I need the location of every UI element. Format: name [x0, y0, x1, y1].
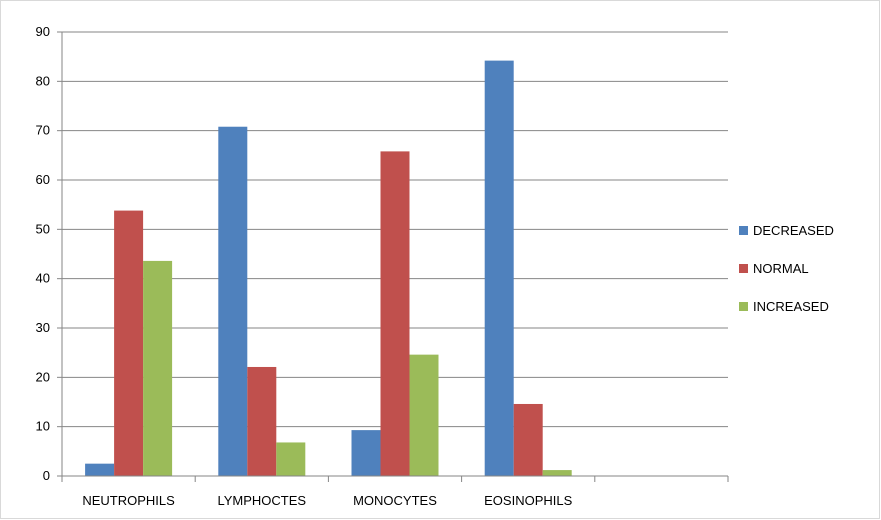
- y-tick-label: 80: [36, 73, 50, 88]
- bar-decreased-1: [218, 127, 247, 476]
- y-tick-label: 20: [36, 369, 50, 384]
- bar-normal-0: [114, 211, 143, 476]
- bars: [85, 61, 572, 476]
- legend-swatch-increased: [739, 302, 748, 311]
- x-category-label: NEUTROPHILS: [82, 493, 175, 508]
- y-tick-label: 0: [43, 468, 50, 483]
- bar-normal-1: [247, 367, 276, 476]
- legend-swatch-decreased: [739, 226, 748, 235]
- y-tick-label: 50: [36, 221, 50, 236]
- bar-decreased-3: [485, 61, 514, 476]
- bar-increased-3: [543, 470, 572, 476]
- y-tick-label: 30: [36, 320, 50, 335]
- y-tick-label: 60: [36, 172, 50, 187]
- x-category-labels: NEUTROPHILS LYMPHOCTES MONOCYTES EOSINOPHIL…: [82, 493, 572, 508]
- bar-normal-3: [514, 404, 543, 476]
- x-category-label: EOSINOPHILS: [484, 493, 572, 508]
- x-category-label: MONOCYTES: [353, 493, 437, 508]
- legend-label-increased: INCREASED: [753, 299, 829, 314]
- bar-normal-2: [381, 151, 410, 476]
- y-tick-label: 90: [36, 24, 50, 39]
- bar-decreased-0: [85, 464, 114, 476]
- bar-decreased-2: [352, 430, 381, 476]
- y-tick-label: 10: [36, 419, 50, 434]
- bar-increased-1: [276, 442, 305, 476]
- y-tick-label: 70: [36, 123, 50, 138]
- y-tick-labels: 0 10 20 30 40 50 60 70 80 90: [36, 24, 50, 483]
- bar-increased-2: [410, 355, 439, 476]
- x-category-label: LYMPHOCTES: [217, 493, 306, 508]
- legend-swatch-normal: [739, 264, 748, 273]
- legend-label-decreased: DECREASED: [753, 223, 834, 238]
- legend-label-normal: NORMAL: [753, 261, 809, 276]
- bar-increased-0: [143, 261, 172, 476]
- legend: DECREASED NORMAL INCREASED: [739, 223, 834, 314]
- y-tick-label: 40: [36, 271, 50, 286]
